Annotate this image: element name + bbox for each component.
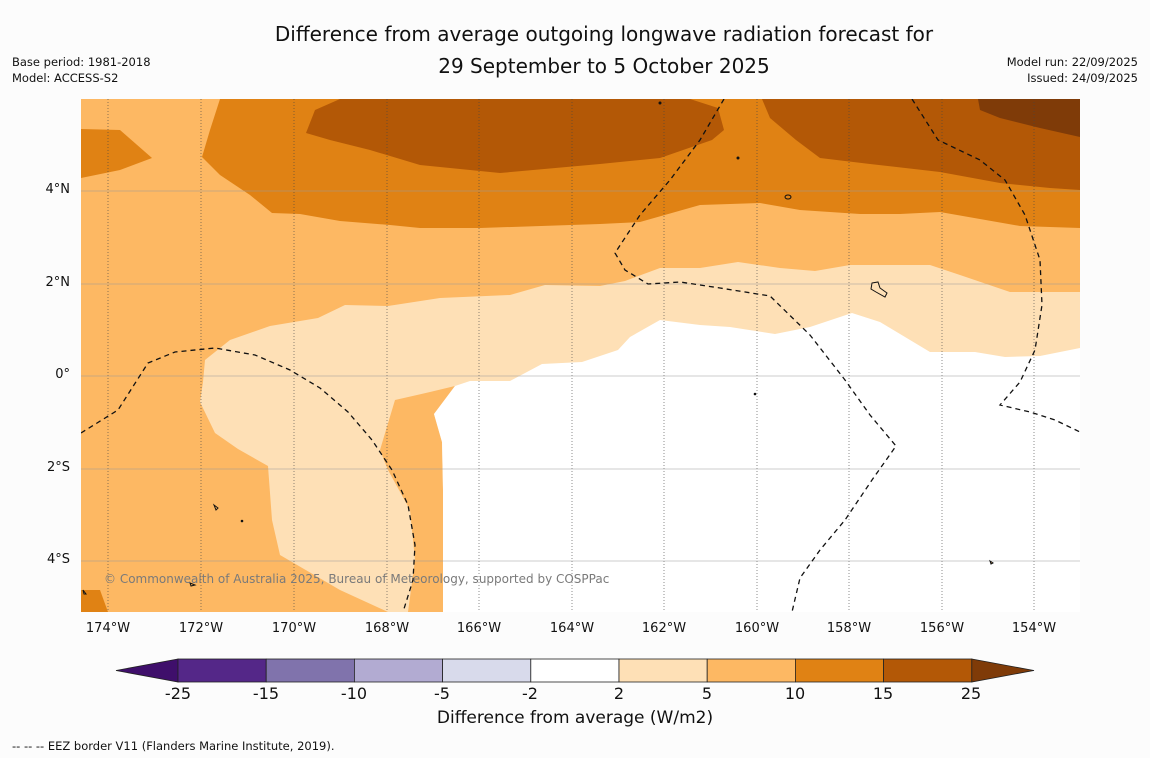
colorbar — [115, 658, 1035, 683]
colorbar-extend-high — [971, 658, 1035, 683]
colorbar-segment — [442, 658, 532, 683]
x-tick: 160°W — [734, 621, 780, 636]
colorbar-segment — [795, 658, 885, 683]
fill-10-to-15-corner — [81, 590, 108, 612]
x-tick: 174°W — [85, 621, 131, 636]
x-tick: 158°W — [826, 621, 872, 636]
base-period: Base period: 1981-2018 — [12, 55, 151, 69]
islands — [82, 101, 994, 595]
colorbar-label: -2 — [522, 684, 538, 703]
colorbar-segment — [177, 658, 267, 683]
meta-right: Model run: 22/09/2025 Issued: 24/09/2025 — [1007, 54, 1138, 86]
colorbar-label: -15 — [252, 684, 280, 703]
colorbar-segment — [353, 658, 443, 683]
x-tick: 156°W — [919, 621, 965, 636]
title-line-1: Difference from average outgoing longwav… — [274, 22, 934, 46]
latitude-lines — [81, 190, 1080, 562]
fill-15-to-25 — [306, 99, 724, 173]
colorbar-label: 15 — [872, 684, 894, 703]
x-tick: 170°W — [271, 621, 317, 636]
meta-left: Base period: 1981-2018 Model: ACCESS-S2 — [12, 54, 151, 86]
eez-legend-note: -- -- -- EEZ border V11 (Flanders Marine… — [12, 739, 335, 753]
y-tick: 0° — [55, 367, 70, 382]
colorbar-extend-low — [115, 658, 179, 683]
colorbar-segment — [265, 658, 355, 683]
y-tick: 4°N — [45, 182, 71, 197]
y-tick: 2°S — [46, 460, 70, 475]
colorbar-segment — [618, 658, 708, 683]
x-tick: 162°W — [641, 621, 687, 636]
model-run: Model run: 22/09/2025 — [1006, 55, 1138, 69]
map-plot-area — [81, 99, 1080, 612]
chart-title: Difference from average outgoing longwav… — [0, 18, 1150, 82]
colorbar-label: 2 — [613, 684, 625, 703]
x-tick: 168°W — [364, 621, 410, 636]
y-tick: 4°S — [46, 552, 70, 567]
colorbar-segment — [530, 658, 620, 683]
fill-15-to-25-right — [762, 99, 1080, 190]
colorbar-label: -5 — [434, 684, 450, 703]
x-tick: 164°W — [549, 621, 595, 636]
colorbar-label: 10 — [784, 684, 806, 703]
title-line-2: 29 September to 5 October 2025 — [438, 54, 770, 78]
colorbar-label: -10 — [340, 684, 368, 703]
colorbar-segment — [706, 658, 796, 683]
colorbar-label: -25 — [164, 684, 192, 703]
x-tick: 154°W — [1011, 621, 1057, 636]
issued-date: Issued: 24/09/2025 — [1027, 71, 1138, 85]
x-tick: 172°W — [178, 621, 224, 636]
y-tick: 2°N — [45, 275, 71, 290]
colorbar-title: Difference from average (W/m2) — [436, 708, 714, 728]
colorbar-label: 25 — [960, 684, 982, 703]
fill-10-to-15-left — [81, 129, 152, 178]
colorbar-segment — [883, 658, 973, 683]
eez-borders — [81, 99, 1080, 612]
x-tick: 166°W — [456, 621, 502, 636]
fill-above-25 — [978, 99, 1080, 137]
colorbar-label: 5 — [701, 684, 713, 703]
model-name: Model: ACCESS-S2 — [12, 71, 119, 85]
copyright-notice: © Commonwealth of Australia 2025, Bureau… — [104, 572, 610, 586]
